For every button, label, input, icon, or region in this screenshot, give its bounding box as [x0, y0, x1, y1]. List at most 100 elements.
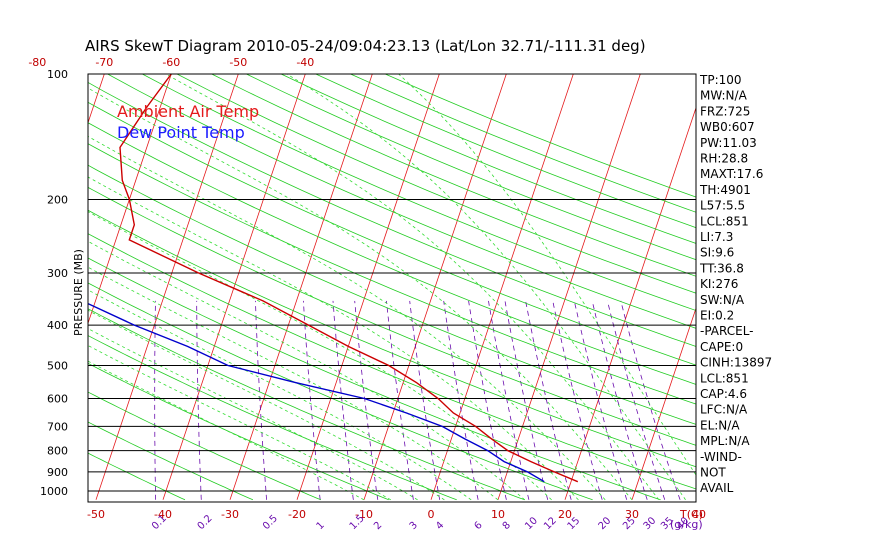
- moist-adiabat-line: [88, 87, 633, 501]
- moist-adiabat-line: [88, 211, 552, 501]
- bottom-tick-label: -20: [288, 508, 306, 521]
- chart-title: AIRS SkewT Diagram 2010-05-24/09:04:23.1…: [85, 37, 646, 55]
- isotherm-line: [229, 74, 373, 500]
- plot-frame: [87, 73, 697, 503]
- dry-adiabat-line: [88, 282, 593, 501]
- bottom-tick-label: -40: [154, 508, 172, 521]
- stability-index-entry: RH:28.8: [700, 152, 748, 166]
- dry-adiabat-line: [88, 421, 254, 501]
- moist-adiabat-line: [165, 74, 660, 501]
- dry-adiabat-line: [88, 391, 322, 501]
- series-line: [88, 302, 545, 483]
- stability-index-entry: KI:276: [700, 277, 738, 291]
- stability-index-entry: MPL:N/A: [700, 434, 750, 448]
- pressure-tick-labels: 100 200 300 400 500 600 700 800 900 1000: [40, 68, 68, 498]
- stability-index-entry: CINH:13897: [700, 356, 772, 370]
- mixing-ratio-label: 12: [542, 515, 559, 532]
- dry-adiabat-line: [88, 122, 696, 385]
- dry-adiabat-line: [88, 308, 525, 501]
- mixing-ratio-label: 0.5: [261, 513, 280, 532]
- bottom-tick-label: 40: [692, 508, 706, 521]
- mixing-ratio-label: 8: [501, 520, 513, 532]
- dry-adiabat-line: [88, 209, 696, 468]
- stability-index-entry: WB0:607: [700, 120, 755, 134]
- legend-dew-point-temp: Dew Point Temp: [117, 123, 245, 142]
- isotherm-line: [430, 74, 574, 500]
- mixing-ratio-label: 1: [315, 520, 327, 532]
- stability-index-entry: -WIND-: [700, 450, 742, 464]
- stability-index-entry: TP:100: [699, 73, 742, 87]
- pressure-tick-label: 300: [47, 267, 68, 280]
- stability-index-entry: EL:N/A: [700, 418, 740, 432]
- isotherm-line: [631, 307, 696, 500]
- mixing-ratio-line: [573, 300, 628, 500]
- mixing-ratio-line: [443, 300, 479, 500]
- mixing-ratio-line: [409, 300, 441, 500]
- stability-index-entry: NOT: [700, 466, 726, 480]
- stability-index-entry: L57:5.5: [700, 199, 745, 213]
- isotherm-line: [296, 74, 440, 500]
- bottom-tick-label: 30: [625, 508, 639, 521]
- grid-lines: [0, 74, 696, 501]
- top-tick-label: -40: [296, 56, 314, 69]
- dry-adiabat-line: [88, 81, 696, 347]
- dry-adiabat-line: [88, 362, 389, 501]
- isotherm-line: [162, 74, 306, 500]
- dry-adiabat-line: [107, 74, 696, 329]
- stability-index-entry: LCL:851: [700, 214, 749, 228]
- dry-adiabat-line: [246, 74, 696, 261]
- bottom-tick-label: -30: [221, 508, 239, 521]
- isotherm-line: [497, 74, 641, 500]
- mixing-ratio-line: [620, 300, 681, 500]
- stability-index-entry: PW:11.03: [700, 136, 757, 150]
- moist-adiabat-line: [88, 266, 499, 501]
- dry-adiabat-line: [142, 74, 696, 311]
- isotherm-line: [564, 106, 696, 500]
- pressure-tick-label: 200: [47, 194, 68, 207]
- stability-index-entry: SI:9.6: [700, 246, 734, 260]
- legend: Ambient Air Temp Dew Point Temp: [117, 102, 259, 142]
- moist-adiabat-line: [286, 74, 686, 501]
- mixing-ratio-label: 0.2: [196, 513, 215, 532]
- moist-adiabat-line: [398, 74, 696, 476]
- stability-index-entry: EI:0.2: [700, 309, 734, 323]
- dry-adiabat-line: [176, 74, 696, 294]
- dry-adiabat-line: [88, 143, 696, 405]
- pressure-tick-label: 700: [47, 420, 68, 433]
- mixing-ratio-label: 2: [372, 520, 384, 532]
- isotherm-line: [88, 74, 172, 325]
- mixing-ratio-line: [591, 300, 648, 500]
- pressure-tick-label: 100: [47, 68, 68, 81]
- stability-index-entry: SW:N/A: [700, 293, 745, 307]
- top-tick-label: -80: [28, 56, 46, 69]
- mixing-ratio-lines: [154, 300, 681, 500]
- legend-ambient-air-temp: Ambient Air Temp: [117, 102, 259, 121]
- moist-adiabat-line: [88, 328, 418, 501]
- pressure-tick-label: 400: [47, 319, 68, 332]
- moist-adiabat-line: [88, 240, 526, 501]
- moist-adiabat-line: [88, 176, 579, 501]
- top-tick-label: -60: [162, 56, 180, 69]
- isotherm-line: [0, 74, 37, 500]
- moist-adiabats: [88, 74, 696, 501]
- bottom-tick-label: 0: [428, 508, 435, 521]
- pressure-tick-label: 600: [47, 393, 68, 406]
- mixing-ratio-unit-label: (g/kg): [670, 518, 703, 531]
- y-axis-label: PRESSURE (MB): [72, 249, 85, 336]
- sounding-series: [88, 74, 579, 483]
- stability-index-entry: LI:7.3: [700, 230, 733, 244]
- bottom-tick-label: 10: [491, 508, 505, 521]
- stability-index-entry: TT:36.8: [699, 261, 744, 275]
- isobars: [88, 74, 696, 492]
- stability-index-entry: -PARCEL-: [700, 324, 754, 338]
- top-tick-labels: -120-110-100-90-80-70-60-50-40: [28, 56, 314, 69]
- mixing-ratio-label: 6: [472, 520, 484, 532]
- pressure-tick-label: 500: [47, 360, 68, 373]
- mixing-ratio-label: 20: [597, 515, 614, 532]
- stability-index-entry: MAXT:17.6: [700, 167, 763, 181]
- isotherm-line: [95, 74, 239, 500]
- stability-index-entry: CAP:4.6: [700, 387, 747, 401]
- dry-adiabat-line: [88, 257, 661, 501]
- moist-adiabat-line: [88, 345, 391, 501]
